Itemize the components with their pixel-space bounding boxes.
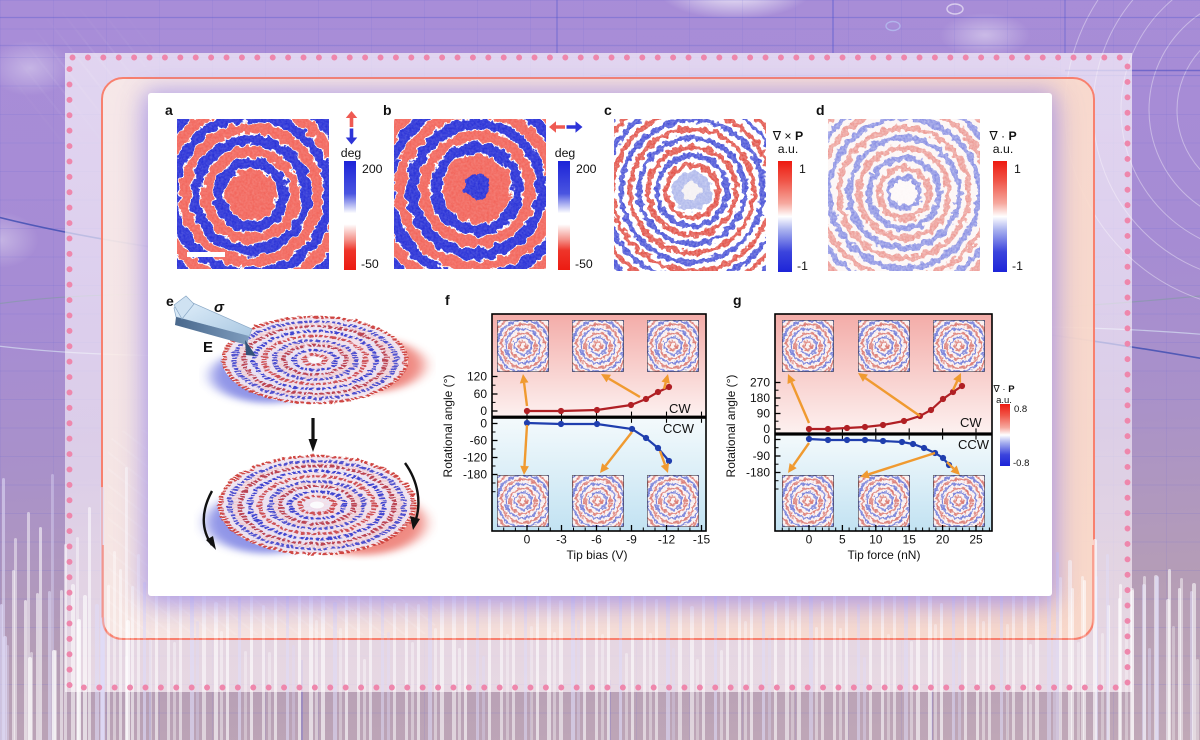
svg-text:-0.8: -0.8 bbox=[1013, 458, 1029, 469]
svg-text:15: 15 bbox=[903, 533, 917, 547]
svg-text:-50: -50 bbox=[361, 257, 379, 271]
svg-text:-6: -6 bbox=[591, 533, 602, 547]
svg-text:Tip force (nN): Tip force (nN) bbox=[848, 548, 921, 562]
svg-text:25: 25 bbox=[969, 533, 983, 547]
svg-text:-15: -15 bbox=[693, 533, 711, 547]
svg-text:90: 90 bbox=[757, 407, 771, 421]
svg-text:0: 0 bbox=[763, 433, 770, 447]
svg-text:f: f bbox=[445, 292, 450, 308]
svg-text:b: b bbox=[383, 102, 392, 118]
svg-text:e: e bbox=[166, 293, 174, 309]
svg-text:∇ · P: ∇ · P bbox=[988, 129, 1016, 143]
svg-text:σ: σ bbox=[214, 299, 225, 316]
svg-text:-90: -90 bbox=[753, 449, 771, 463]
svg-text:Tip bias (V): Tip bias (V) bbox=[567, 548, 628, 562]
svg-text:270: 270 bbox=[750, 376, 770, 390]
svg-text:-180: -180 bbox=[746, 466, 770, 480]
svg-text:20: 20 bbox=[936, 533, 950, 547]
svg-text:-180: -180 bbox=[463, 468, 487, 482]
svg-text:-9: -9 bbox=[626, 533, 637, 547]
svg-text:-120: -120 bbox=[463, 451, 487, 465]
svg-text:c: c bbox=[604, 102, 612, 118]
svg-text:deg: deg bbox=[341, 146, 362, 160]
svg-text:-1: -1 bbox=[1012, 259, 1023, 273]
svg-text:200: 200 bbox=[576, 162, 597, 176]
svg-text:120: 120 bbox=[467, 370, 487, 384]
svg-text:deg: deg bbox=[555, 146, 576, 160]
svg-text:1: 1 bbox=[799, 162, 806, 176]
svg-text:∇ × P: ∇ × P bbox=[772, 129, 803, 143]
svg-text:180: 180 bbox=[750, 391, 770, 405]
svg-text:60: 60 bbox=[474, 387, 488, 401]
svg-text:200: 200 bbox=[362, 162, 383, 176]
svg-text:-12: -12 bbox=[658, 533, 676, 547]
svg-text:E: E bbox=[203, 339, 213, 356]
svg-text:0: 0 bbox=[806, 533, 813, 547]
svg-text:0: 0 bbox=[524, 533, 531, 547]
svg-text:a.u.: a.u. bbox=[993, 142, 1014, 156]
svg-text:10: 10 bbox=[869, 533, 883, 547]
svg-text:a.u.: a.u. bbox=[778, 142, 799, 156]
svg-text:-1: -1 bbox=[797, 259, 808, 273]
svg-text:Rotational angle (°): Rotational angle (°) bbox=[724, 375, 738, 478]
svg-text:CW: CW bbox=[960, 415, 982, 430]
svg-text:5: 5 bbox=[839, 533, 846, 547]
svg-text:0.8: 0.8 bbox=[1014, 404, 1027, 415]
svg-text:0: 0 bbox=[480, 404, 487, 418]
svg-text:a.u.: a.u. bbox=[996, 395, 1012, 406]
svg-text:-60: -60 bbox=[470, 434, 488, 448]
svg-text:d: d bbox=[816, 102, 825, 118]
svg-text:1: 1 bbox=[1014, 162, 1021, 176]
svg-text:-50: -50 bbox=[575, 257, 593, 271]
svg-text:-3: -3 bbox=[556, 533, 567, 547]
svg-text:CCW: CCW bbox=[663, 421, 695, 436]
svg-text:a: a bbox=[165, 102, 173, 118]
svg-text:CCW: CCW bbox=[958, 437, 990, 452]
svg-text:∇ · P: ∇ · P bbox=[992, 384, 1015, 395]
svg-text:0: 0 bbox=[480, 417, 487, 431]
svg-text:Rotational angle (°): Rotational angle (°) bbox=[441, 375, 455, 478]
svg-text:g: g bbox=[733, 292, 742, 308]
svg-text:0: 0 bbox=[763, 422, 770, 436]
svg-text:CW: CW bbox=[669, 401, 691, 416]
